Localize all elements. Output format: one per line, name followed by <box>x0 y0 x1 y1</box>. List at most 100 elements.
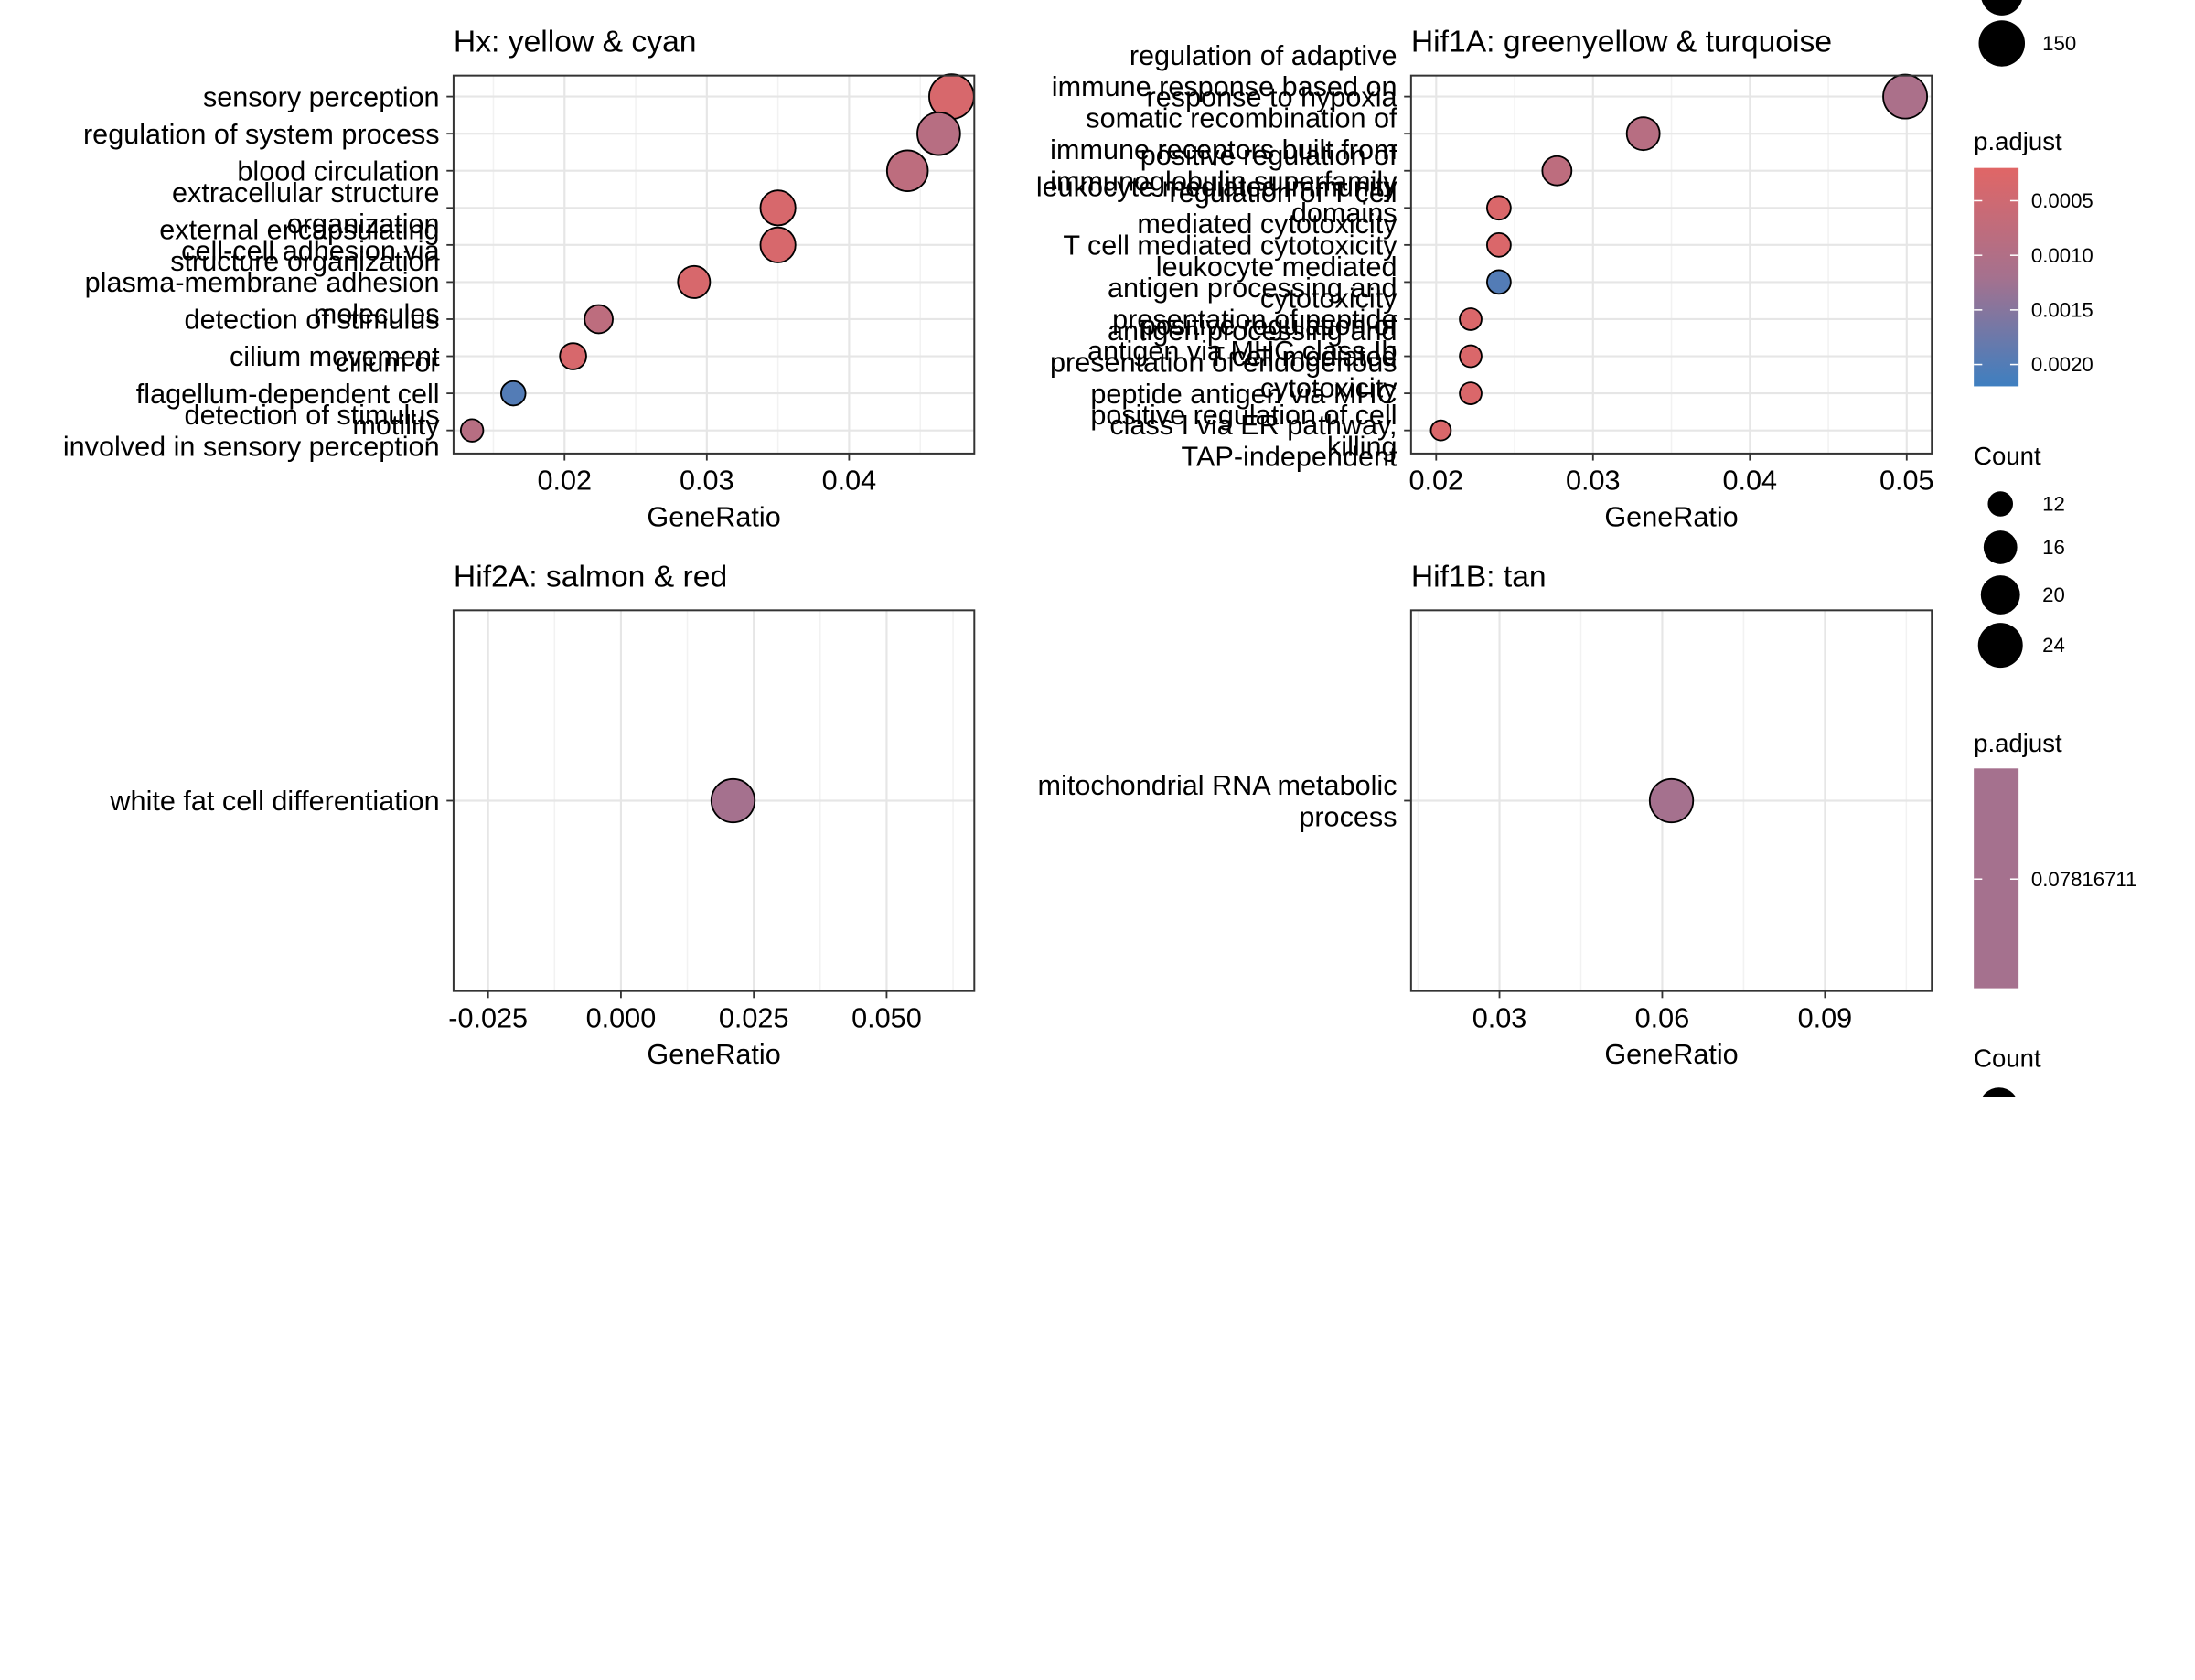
y-tick-label: blood circulation <box>237 155 439 187</box>
data-point <box>1882 73 1929 120</box>
legend-size-dot <box>1978 20 2026 67</box>
y-tick-label-line: somatic recombination of <box>1086 103 1397 134</box>
x-tick-label: 0.03 <box>680 465 734 497</box>
y-tick-label-line: mediated cytotoxicity <box>1137 209 1397 240</box>
x-tick-label: 0.05 <box>1879 465 1934 497</box>
y-tick-label-line: antigen via MHC class Ib <box>1087 336 1397 367</box>
x-tick-label: 0.03 <box>1566 465 1621 497</box>
data-point <box>1459 381 1483 405</box>
y-tick-label-line: peptide antigen via MHC <box>1090 379 1397 410</box>
legend-label: 16 <box>2042 536 2065 559</box>
data-point <box>459 418 485 443</box>
x-axis-title: GeneRatio <box>647 1039 780 1070</box>
x-tick-label: 0.03 <box>1472 1002 1527 1033</box>
y-tick-label-line: positive regulation of cell <box>1090 400 1397 431</box>
y-tick-label: extracellular structure organization <box>172 177 440 240</box>
y-tick-label-line: positive regulation of <box>1140 140 1397 171</box>
y-tick-label-line: regulation of system process <box>83 119 440 150</box>
y-tick-label: regulation of adaptive immune response ba… <box>1050 40 1397 229</box>
y-tick-label-line: regulation of adaptive <box>1130 40 1397 71</box>
legend-title: Count <box>1974 1043 2041 1072</box>
legend-title: Count <box>1974 442 2041 470</box>
x-tick-label: 0.02 <box>1408 465 1463 497</box>
y-tick-label-line: positive regulation of <box>1140 310 1397 341</box>
y-tick-label-line: motility <box>352 410 440 441</box>
y-tick-label-line: domains <box>1291 198 1397 229</box>
legend-size-dot <box>1987 491 2014 517</box>
legend-size-dot <box>1983 530 2018 564</box>
y-tick-label-line: cytotoxicity <box>1260 283 1397 314</box>
legend-size-dot <box>1977 623 2023 669</box>
y-tick-label-line: organization <box>287 209 440 240</box>
y-tick-label-line: cell-cell adhesion via <box>181 236 440 267</box>
data-point <box>885 149 929 192</box>
plot-background <box>453 75 975 454</box>
y-tick-label: antigen processing and presentation of pe… <box>1087 273 1397 367</box>
panel-3: Hif2A: salmon & red white fat cell differ… <box>109 560 976 1070</box>
y-tick-label-line: killing <box>1327 432 1397 463</box>
x-axis-title: GeneRatio <box>647 502 780 533</box>
legend-label: 0.0020 <box>2031 353 2093 376</box>
x-tick-label: 0.025 <box>719 1002 789 1033</box>
data-point <box>500 380 527 407</box>
y-tick-label-line: TAP-independent <box>1182 442 1397 473</box>
y-tick-label: mitochondrial RNA metabolic process <box>1038 770 1397 832</box>
panel-1: Hx: yellow & cyan sensory perception regul… <box>63 26 976 533</box>
y-tick-label-line: flagellum-dependent cell <box>136 379 440 410</box>
x-tick-label: 0.000 <box>586 1002 657 1033</box>
panel-border <box>452 609 976 992</box>
legend-label: 0.0005 <box>2031 189 2093 212</box>
legend-label: 0.0010 <box>2031 244 2093 267</box>
x-tick-label: 0.050 <box>851 1002 922 1033</box>
y-tick-label: cell-cell adhesion via plasma-membrane ad… <box>85 236 441 330</box>
y-tick-label-line: presentation of peptide <box>1112 305 1397 336</box>
y-tick-label-line: sensory perception <box>203 81 440 112</box>
y-tick-label-line: immune receptors built from <box>1050 134 1397 166</box>
y-tick-label: T cell mediated cytotoxicity <box>1063 230 1397 262</box>
legend-size-dot <box>1980 575 2020 615</box>
y-tick-label: detection of stimulus involved in sensory… <box>63 400 440 462</box>
y-tick-label: cilium movement <box>230 341 440 372</box>
y-tick-label: leukocyte mediated cytotoxicity <box>1156 251 1397 314</box>
y-tick-label: positive regulation of T cell mediated cyt… <box>1140 310 1397 404</box>
legend-size-dot <box>1982 1087 2017 1097</box>
y-tick-label-line: T cell mediated cytotoxicity <box>1063 230 1397 262</box>
y-tick-label: regulation of T cell mediated cytotoxicit… <box>1137 177 1397 240</box>
data-point <box>1486 269 1512 295</box>
y-tick-label-line: regulation of T cell <box>1170 177 1397 209</box>
panel-border <box>1409 74 1933 455</box>
data-point <box>584 304 614 335</box>
y-tick-label: external encapsulating structure organiza… <box>159 214 439 276</box>
data-point <box>1429 419 1452 442</box>
padjust-legend-2: p.adjust 0.07816711 <box>1974 729 2136 989</box>
data-point <box>559 342 587 370</box>
y-tick-label-line: mitochondrial RNA metabolic <box>1038 770 1397 801</box>
y-tick-label: regulation of system process <box>83 119 440 150</box>
legend-label: 0.0015 <box>2031 299 2093 322</box>
y-tick-label: positive regulation of leukocyte mediated… <box>1036 140 1397 202</box>
y-tick-label-line: external encapsulating <box>159 214 439 245</box>
y-tick-label-line: presentation of endogenous <box>1050 347 1397 378</box>
y-tick-label-line: T cell mediated <box>1208 341 1397 372</box>
color-bar <box>1974 167 2019 387</box>
legend-label: 24 <box>2042 634 2065 657</box>
y-tick-label-line: detection of stimulus <box>185 305 440 336</box>
count-legend-3: Count <box>1974 1043 2041 1097</box>
count-legend-top: 150 <box>1978 0 2076 67</box>
data-point <box>1541 155 1573 187</box>
x-axis-title: GeneRatio <box>1604 1039 1738 1070</box>
legend-label: 12 <box>2042 493 2065 516</box>
panel-border <box>452 74 976 455</box>
y-tick-label-line: cilium movement <box>230 341 440 372</box>
gridlines <box>453 610 975 991</box>
data-point <box>1486 195 1512 221</box>
y-tick-label: sensory perception <box>203 81 440 112</box>
y-tick-label-line: class I via ER pathway, <box>1109 410 1397 441</box>
panel-2: Hif1A: greenyellow & turquoise response t… <box>1036 26 1934 533</box>
data-point <box>1648 777 1695 824</box>
data-point <box>1486 231 1512 258</box>
y-tick-label-line: leukocyte mediated <box>1156 251 1397 283</box>
x-tick-label: 0.09 <box>1798 1002 1853 1033</box>
